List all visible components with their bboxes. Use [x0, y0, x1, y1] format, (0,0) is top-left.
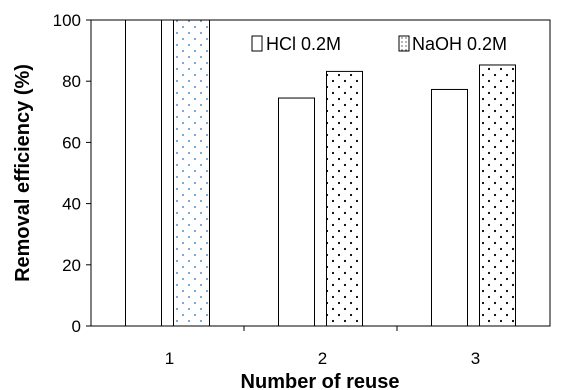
x-tick-label-1: 2	[318, 349, 327, 368]
x-axis-title: Number of reuse	[241, 371, 400, 390]
x-tick-label-0: 1	[165, 349, 174, 368]
y-tick-label-2: 40	[62, 195, 81, 214]
y-tick-label-1: 20	[62, 256, 81, 275]
legend: HCl 0.2M NaOH 0.2M	[251, 34, 507, 54]
bar-series-1-cat-2	[479, 64, 516, 327]
bar-series-0-cat-2	[431, 88, 468, 327]
y-tick-label-5: 100	[53, 11, 81, 30]
plot-frame	[90, 19, 551, 327]
bar-series-1-cat-1	[326, 70, 363, 327]
legend-label-naoh: NaOH 0.2M	[412, 34, 507, 54]
bar-series-0-cat-1	[278, 97, 315, 327]
y-axis: 0 20 40 60 80 100	[53, 11, 91, 336]
bar-series-1-cat-0	[173, 19, 210, 327]
y-tick-label-3: 60	[62, 133, 81, 152]
legend-swatch-hcl	[251, 35, 263, 52]
x-axis: 1 2 3	[165, 326, 480, 368]
legend-label-hcl: HCl 0.2M	[266, 34, 341, 54]
bar-series-0-cat-0	[125, 19, 162, 327]
y-axis-title: Removal efficiency (%)	[12, 64, 34, 282]
bars	[125, 19, 516, 327]
y-tick-label-0: 0	[72, 317, 81, 336]
y-tick-label-4: 80	[62, 72, 81, 91]
legend-swatch-naoh	[398, 35, 410, 52]
x-tick-label-2: 3	[471, 349, 480, 368]
